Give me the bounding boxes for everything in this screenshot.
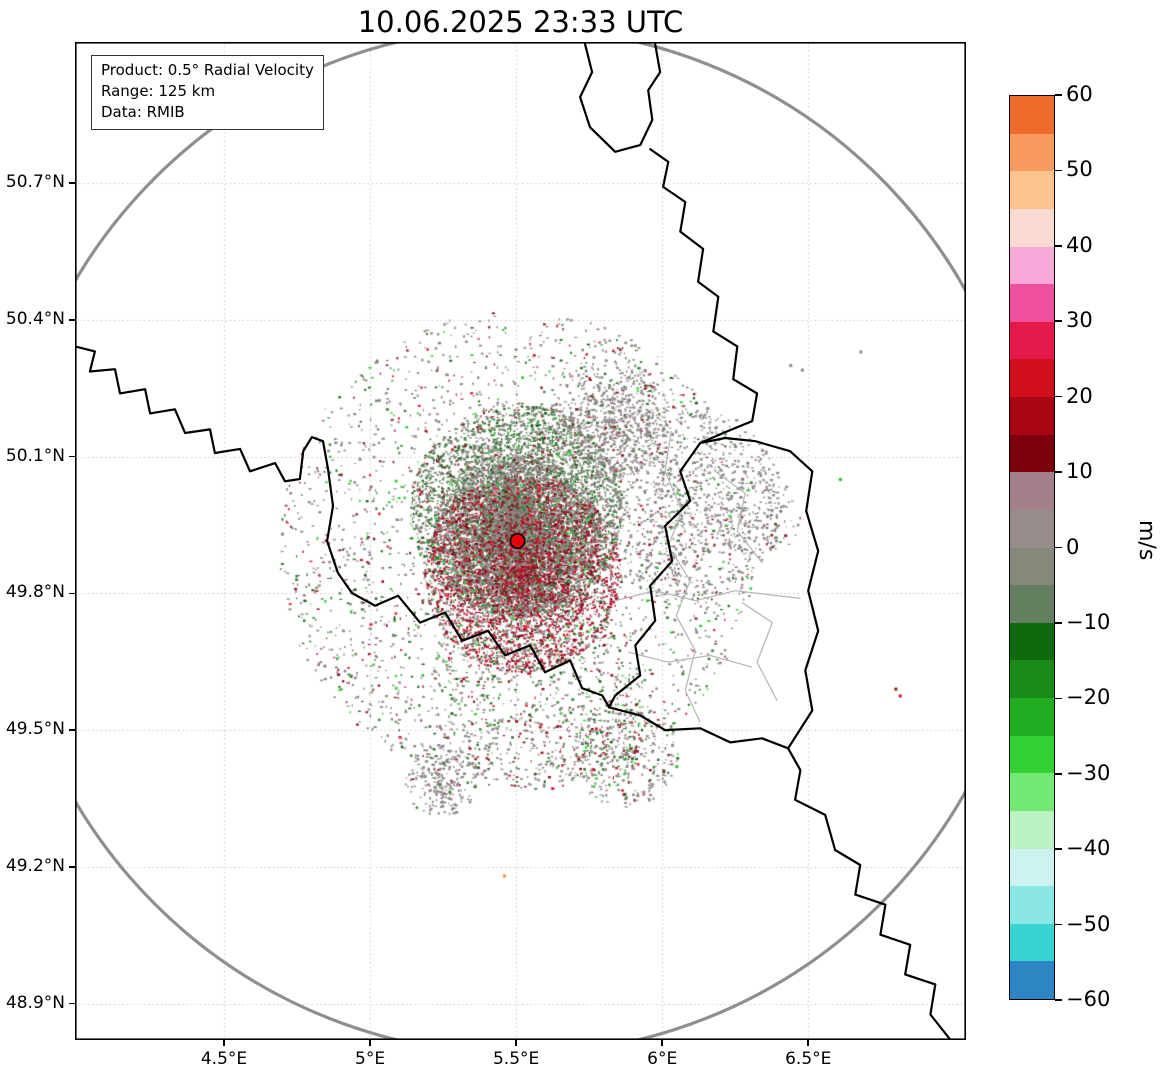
colorbar-unit-label: m/s [1134,520,1159,561]
colorbar-tick-label: 50 [1066,157,1093,182]
regional-border-path [628,651,753,668]
colorbar-tick-mark [1055,546,1062,549]
colorbar-tick-mark [1055,320,1062,323]
colorbar-tick-label: −50 [1066,911,1111,936]
map-overlay-svg [75,42,966,1040]
y-tick-mark [69,1002,75,1005]
national-border-path [75,345,611,709]
y-tick-mark [69,729,75,731]
x-tick-mark [223,1040,225,1046]
y-tick-label: 48.9°N [5,992,65,1013]
colorbar-band [1010,961,1054,999]
colorbar-band [1010,96,1054,134]
colorbar-band [1010,171,1054,209]
x-tick-mark [661,1040,663,1046]
colorbar-tick-label: −40 [1066,836,1111,861]
colorbar-tick-label: 60 [1066,82,1093,106]
colorbar-band [1010,208,1054,247]
colorbar-band [1010,397,1054,435]
colorbar-band [1010,434,1054,473]
y-tick-mark [69,319,75,321]
colorbar-band [1010,848,1054,887]
x-tick-mark [515,1040,517,1046]
x-tick-label: 5.5°E [492,1049,540,1069]
regional-border-path [741,602,778,701]
radar-site-marker [509,532,526,549]
figure-title: 10.06.2025 23:33 UTC [357,5,684,39]
y-tick-mark [69,592,75,595]
x-tick-mark [369,1040,371,1046]
colorbar-band [1010,622,1054,661]
colorbar-tick-mark [1055,772,1062,775]
x-tick-label: 6°E [647,1049,678,1069]
info-range-line: Range: 125 km [101,82,216,100]
y-tick-label: 49.2°N [5,855,65,876]
colorbar-band [1010,698,1054,736]
colorbar-tick-mark [1055,169,1062,172]
regional-border-path [615,590,801,602]
colorbar-band [1010,246,1054,285]
colorbar-tick-label: 40 [1066,232,1093,257]
colorbar [1009,95,1055,1000]
y-tick-label: 50.7°N [5,172,65,193]
colorbar-band [1010,472,1054,510]
colorbar-band [1010,886,1054,924]
x-tick-label: 6.5°E [785,1049,832,1069]
regional-border-path [664,431,701,723]
colorbar-tick-label: −30 [1066,760,1111,785]
colorbar-band [1010,585,1054,623]
info-product-line: Product: 0.5° Radial Velocity [101,61,314,79]
colorbar-band [1010,509,1054,548]
info-source-line: Data: RMIB [101,103,185,121]
colorbar-band [1010,133,1054,172]
regional-border-path [714,470,763,564]
colorbar-band [1010,321,1054,360]
colorbar-tick-label: 0 [1066,534,1080,559]
colorbar-tick-mark [1055,471,1062,473]
national-border-path [787,747,952,1040]
x-tick-label: 4.5°E [200,1049,248,1069]
colorbar-tick-mark [1055,848,1062,850]
national-border-path [579,43,662,153]
colorbar-tick-mark [1055,94,1062,96]
x-tick-mark [807,1040,810,1046]
colorbar-tick-label: 10 [1066,459,1093,484]
colorbar-tick-label: 20 [1066,383,1093,408]
y-tick-label: 49.5°N [5,719,65,740]
y-tick-mark [69,182,75,185]
colorbar-band [1010,735,1054,774]
colorbar-band [1010,773,1054,811]
colorbar-tick-mark [1055,697,1062,700]
colorbar-tick-label: −10 [1066,609,1111,634]
colorbar-tick-mark [1055,395,1062,398]
plot-frame [75,42,966,1040]
colorbar-tick-mark [1055,622,1062,624]
colorbar-band [1010,810,1054,849]
colorbar-band [1010,284,1054,322]
national-border-path [649,148,759,445]
colorbar-tick-label: 30 [1066,308,1093,333]
y-tick-label: 49.8°N [5,582,65,603]
plot-area: Product: 0.5° Radial Velocity Range: 125… [75,42,966,1040]
colorbar-band [1010,547,1054,586]
x-tick-label: 5°E [355,1049,386,1069]
colorbar-band [1010,923,1054,962]
y-tick-mark [69,455,75,458]
y-tick-mark [69,866,75,868]
colorbar-tick-mark [1055,923,1062,926]
colorbar-tick-mark [1055,245,1062,247]
colorbar-tick-label: −20 [1066,685,1111,710]
colorbar-tick-mark [1055,999,1062,1001]
colorbar-band [1010,359,1054,397]
national-border-path [607,436,820,750]
product-info-box: Product: 0.5° Radial Velocity Range: 125… [91,55,324,130]
y-tick-label: 50.4°N [5,308,65,329]
colorbar-band [1010,660,1054,698]
y-tick-label: 50.1°N [5,445,65,466]
colorbar-tick-label: −60 [1066,987,1111,1011]
